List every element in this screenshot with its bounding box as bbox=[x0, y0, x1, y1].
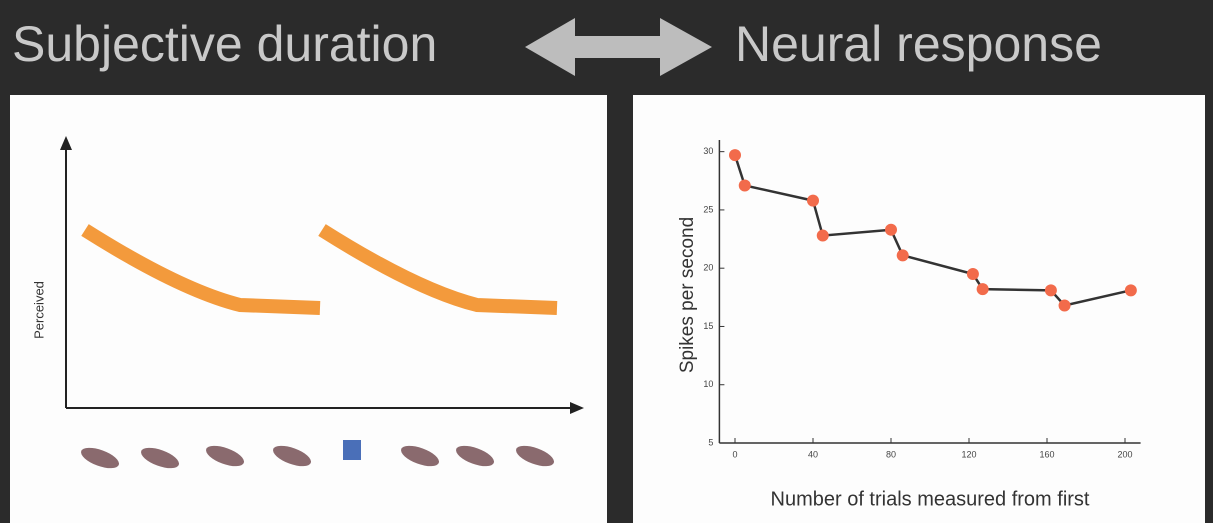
odd-stimulus bbox=[343, 440, 361, 460]
point bbox=[817, 230, 829, 242]
point bbox=[807, 195, 819, 207]
point bbox=[1125, 284, 1137, 296]
point bbox=[885, 224, 897, 236]
y-tick-label: 25 bbox=[703, 204, 713, 214]
y-tick-label: 15 bbox=[703, 321, 713, 331]
x-tick-label: 40 bbox=[808, 449, 818, 459]
point bbox=[897, 249, 909, 261]
x-tick-label: 80 bbox=[886, 449, 896, 459]
title-right: Neural response bbox=[735, 16, 1102, 72]
x-label: Number of trials measured from first bbox=[771, 488, 1090, 510]
y-tick-label: 20 bbox=[703, 263, 713, 273]
y-label: Perceived bbox=[31, 281, 46, 339]
title-left: Subjective duration bbox=[12, 16, 437, 72]
x-tick-label: 160 bbox=[1039, 449, 1054, 459]
point bbox=[1045, 284, 1057, 296]
x-tick-label: 200 bbox=[1117, 449, 1132, 459]
x-tick-label: 0 bbox=[732, 449, 737, 459]
y-tick-label: 10 bbox=[703, 379, 713, 389]
y-label: Spikes per second bbox=[677, 217, 698, 373]
x-tick-label: 120 bbox=[961, 449, 976, 459]
slide: Subjective duration Neural response Perc… bbox=[0, 0, 1213, 523]
point bbox=[1059, 299, 1071, 311]
y-tick-label: 5 bbox=[708, 437, 713, 447]
point bbox=[977, 283, 989, 295]
y-tick-label: 30 bbox=[703, 146, 713, 156]
point bbox=[967, 268, 979, 280]
point bbox=[729, 149, 741, 161]
point bbox=[739, 179, 751, 191]
